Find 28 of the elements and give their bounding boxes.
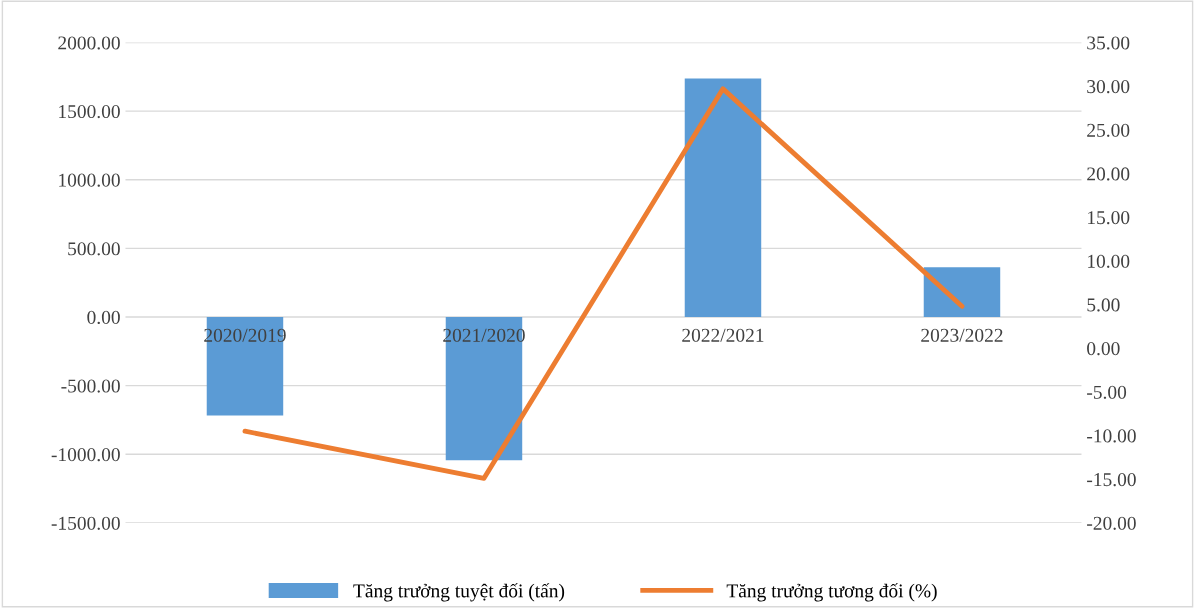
y2-tick-label: -5.00: [1087, 385, 1127, 399]
y2-tick-label: -20.00: [1087, 516, 1136, 530]
y2-tick-label: 0.00: [1087, 342, 1120, 356]
y-tick-label: -1000.00: [51, 448, 120, 462]
bar: [923, 267, 1001, 318]
bar: [684, 78, 762, 318]
y-tick-label: 1000.00: [59, 173, 120, 187]
bar: [445, 317, 523, 461]
bar: [206, 317, 284, 416]
x-tick-label: 2022/2021: [682, 328, 764, 342]
y-tick-label: 1500.00: [59, 104, 120, 119]
legend-label: Tăng trưởng tương đối (%): [726, 583, 937, 602]
y2-tick-label: 20.00: [1087, 167, 1130, 181]
y2-tick-label: 10.00: [1088, 254, 1130, 268]
y-tick-label: -500.00: [61, 379, 120, 393]
y-tick-label: -1500.00: [51, 516, 120, 530]
y2-tick-label: 35.00: [1087, 36, 1130, 50]
y2-tick-label: -10.00: [1087, 429, 1136, 443]
y2-tick-label: 5.00: [1087, 298, 1120, 312]
y-tick-label: 500.00: [68, 242, 120, 256]
y-tick-label: 0.00: [87, 310, 120, 325]
y2-tick-label: 25.00: [1087, 123, 1130, 137]
y2-tick-label: 30.00: [1087, 80, 1130, 94]
legend-label: Tăng trưởng tuyệt đối (tấn): [353, 583, 565, 602]
y-tick-label: 2000.00: [58, 36, 120, 50]
y2-tick-label: 15.00: [1088, 211, 1130, 225]
y2-tick-label: -15.00: [1087, 473, 1136, 487]
x-tick-label: 2023/2022: [921, 328, 1003, 342]
